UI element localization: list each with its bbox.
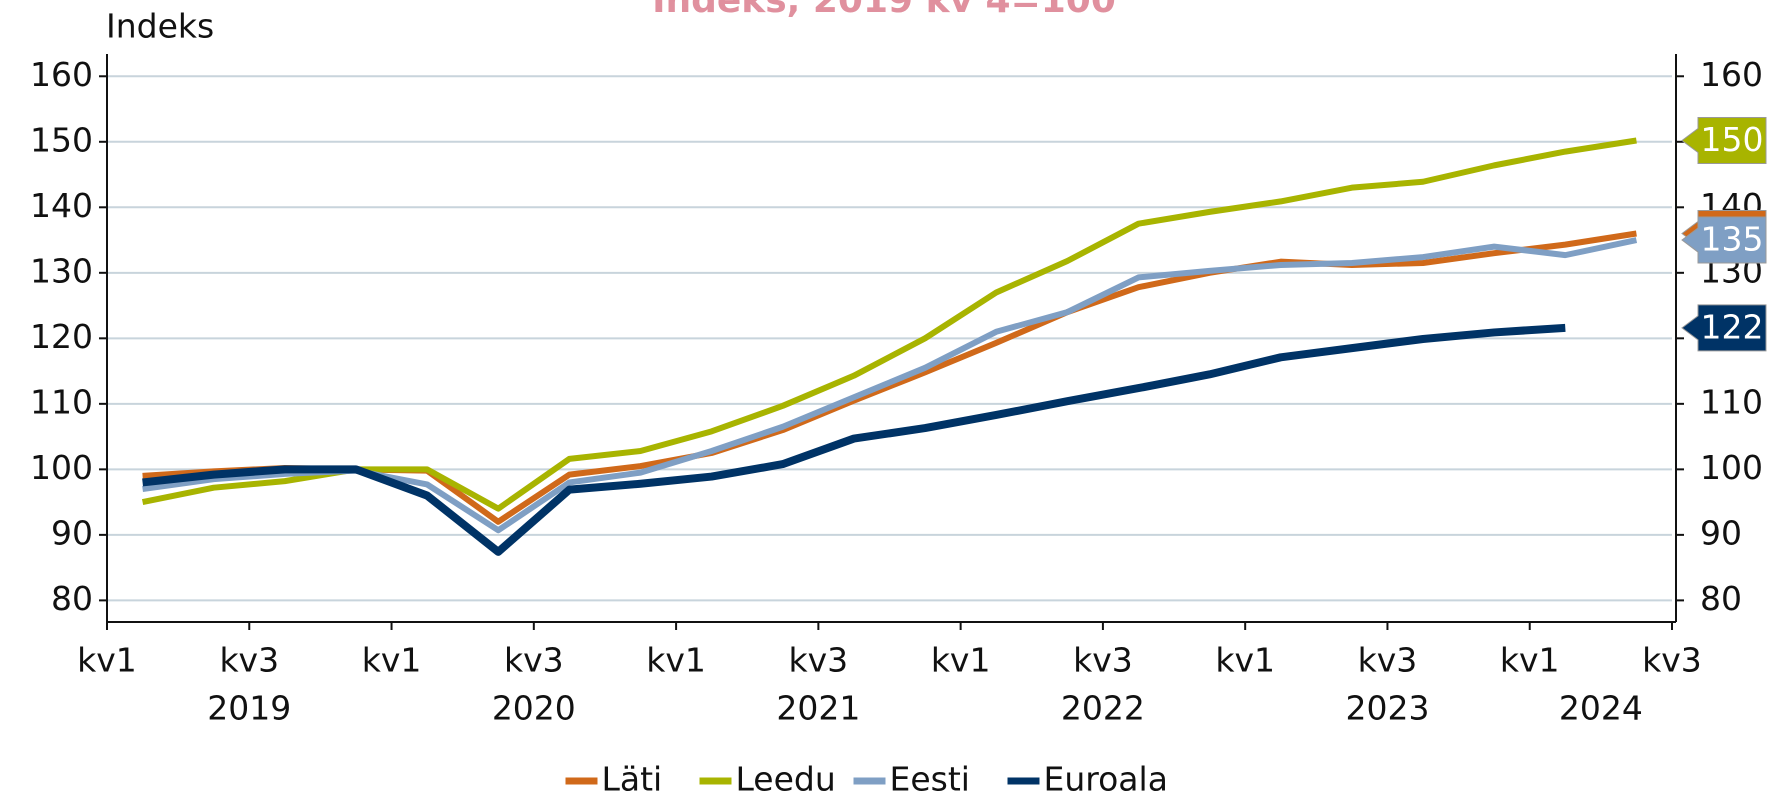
y-tick-label: 110 (30, 382, 93, 421)
year-label: 2024 (1559, 689, 1643, 728)
y-tick-label: 130 (30, 251, 93, 290)
y-tick-label: 80 (51, 579, 93, 618)
x-tick-label: kv1 (931, 641, 991, 680)
legend-label: Läti (602, 760, 663, 797)
y-tick-label: 120 (30, 317, 93, 356)
x-tick-label: kv3 (1642, 641, 1702, 680)
chart-title: Indeks, 2019 kv 4=100 (652, 0, 1116, 21)
year-label: 2021 (776, 689, 860, 728)
series-line (142, 237, 1638, 534)
y2-tick-label: 80 (1700, 579, 1742, 618)
x-tick-label: kv3 (504, 641, 564, 680)
x-tick-label: kv1 (362, 641, 422, 680)
x-tick-label: kv1 (646, 641, 706, 680)
x-tick-label: kv3 (219, 641, 279, 680)
x-tick-label: kv1 (77, 641, 137, 680)
y-tick-label: 100 (30, 448, 93, 487)
value-label-box (1681, 304, 1767, 352)
x-tick-label: kv1 (1500, 641, 1560, 680)
y-tick-label: 150 (30, 120, 93, 159)
year-label: 2019 (207, 689, 291, 728)
y-tick-label: 90 (51, 513, 93, 552)
x-tick-label: kv3 (789, 641, 849, 680)
value-label: 135 (1701, 220, 1764, 259)
y2-tick-label: 100 (1700, 448, 1763, 487)
value-label-box (1681, 216, 1767, 264)
year-label: 2023 (1345, 689, 1429, 728)
y-tick-label: 160 (30, 55, 93, 94)
y-tick-label: 140 (30, 186, 93, 225)
series-line (141, 137, 1637, 512)
x-tick-label: kv1 (1215, 641, 1275, 680)
value-label-box (1681, 116, 1767, 164)
value-label: 122 (1701, 307, 1764, 346)
y2-tick-label: 90 (1700, 513, 1742, 552)
x-tick-label: kv3 (1358, 641, 1418, 680)
y2-tick-label: 160 (1700, 55, 1763, 94)
x-tick-label: kv3 (1073, 641, 1133, 680)
legend-label: Leedu (736, 760, 836, 797)
series-line (142, 230, 1637, 525)
legend-label: Euroala (1044, 760, 1168, 797)
year-label: 2020 (492, 689, 576, 728)
y-axis-label: Indeks (106, 7, 214, 46)
year-label: 2022 (1061, 689, 1145, 728)
value-label: 150 (1701, 120, 1764, 159)
series-line (142, 323, 1566, 556)
y2-tick-label: 110 (1700, 382, 1763, 421)
legend-label: Eesti (890, 760, 970, 797)
